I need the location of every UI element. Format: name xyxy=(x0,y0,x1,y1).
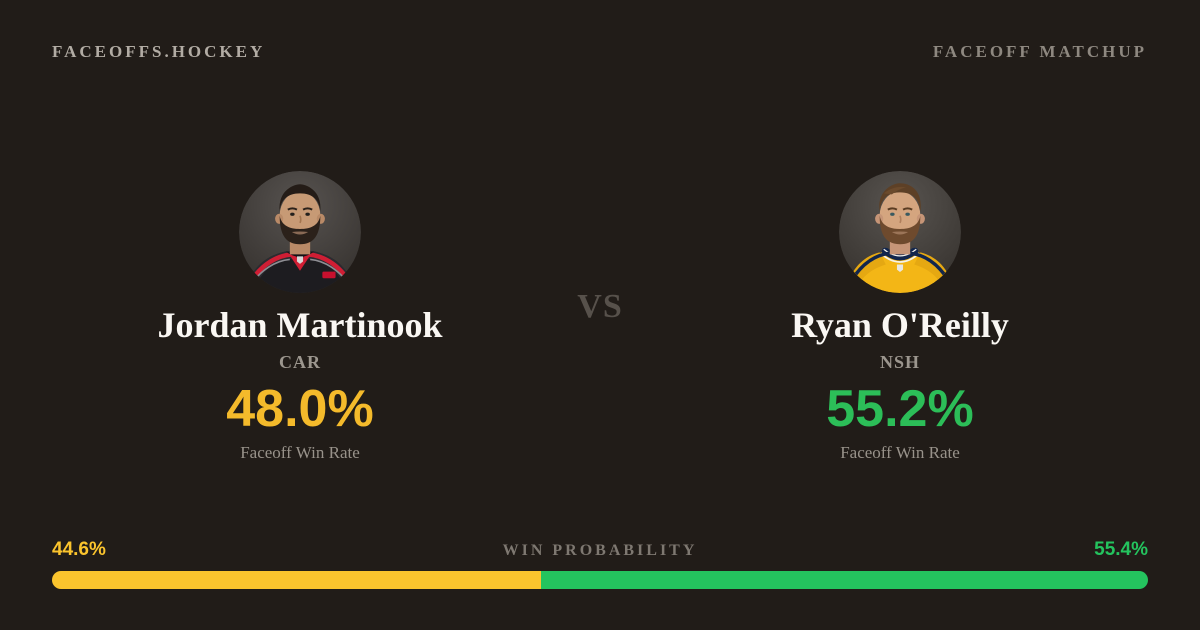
win-probability-right-pct: 55.4% xyxy=(1094,539,1148,560)
ryan-oreilly-photo-illustration xyxy=(839,171,961,293)
player-left-win-rate: 48.0% xyxy=(226,379,374,438)
win-probability-bar-right-segment xyxy=(540,571,1148,589)
nhl-shield-logo xyxy=(296,256,304,264)
win-probability-title: WIN PROBABILITY xyxy=(502,542,698,559)
win-probability-section: 44.6% WIN PROBABILITY 55.4% xyxy=(52,539,1148,589)
player-right: Ryan O'Reilly NSH 55.2% Faceoff Win Rate xyxy=(600,171,1200,463)
win-probability-labels: 44.6% WIN PROBABILITY 55.4% xyxy=(52,539,1148,561)
player-right-stat-label: Faceoff Win Rate xyxy=(840,442,960,462)
player-right-team: NSH xyxy=(879,351,920,372)
page-title: FACEOFF MATCHUP xyxy=(932,42,1147,61)
player-left-avatar xyxy=(239,171,361,293)
header: FACEOFFS.HOCKEY FACEOFF MATCHUP xyxy=(52,42,1147,62)
win-probability-bar-left-segment xyxy=(52,571,541,589)
sponsor-patch xyxy=(322,271,336,279)
jordan-martinook-photo-illustration xyxy=(239,171,361,293)
player-left-team: CAR xyxy=(279,351,321,372)
player-right-win-rate: 55.2% xyxy=(826,379,974,438)
nhl-shield-logo xyxy=(896,264,904,273)
win-probability-left-pct: 44.6% xyxy=(52,539,106,560)
brand-logo-text: FACEOFFS.HOCKEY xyxy=(52,42,266,61)
player-left-name: Jordan Martinook xyxy=(157,305,443,345)
player-left: Jordan Martinook CAR 48.0% Faceoff Win R… xyxy=(0,171,600,463)
player-left-stat-label: Faceoff Win Rate xyxy=(240,442,360,462)
win-probability-bar xyxy=(52,571,1148,589)
players-row: Jordan Martinook CAR 48.0% Faceoff Win R… xyxy=(0,171,1200,463)
player-right-avatar xyxy=(839,171,961,293)
vs-label: VS xyxy=(577,288,623,325)
player-right-name: Ryan O'Reilly xyxy=(791,305,1009,345)
